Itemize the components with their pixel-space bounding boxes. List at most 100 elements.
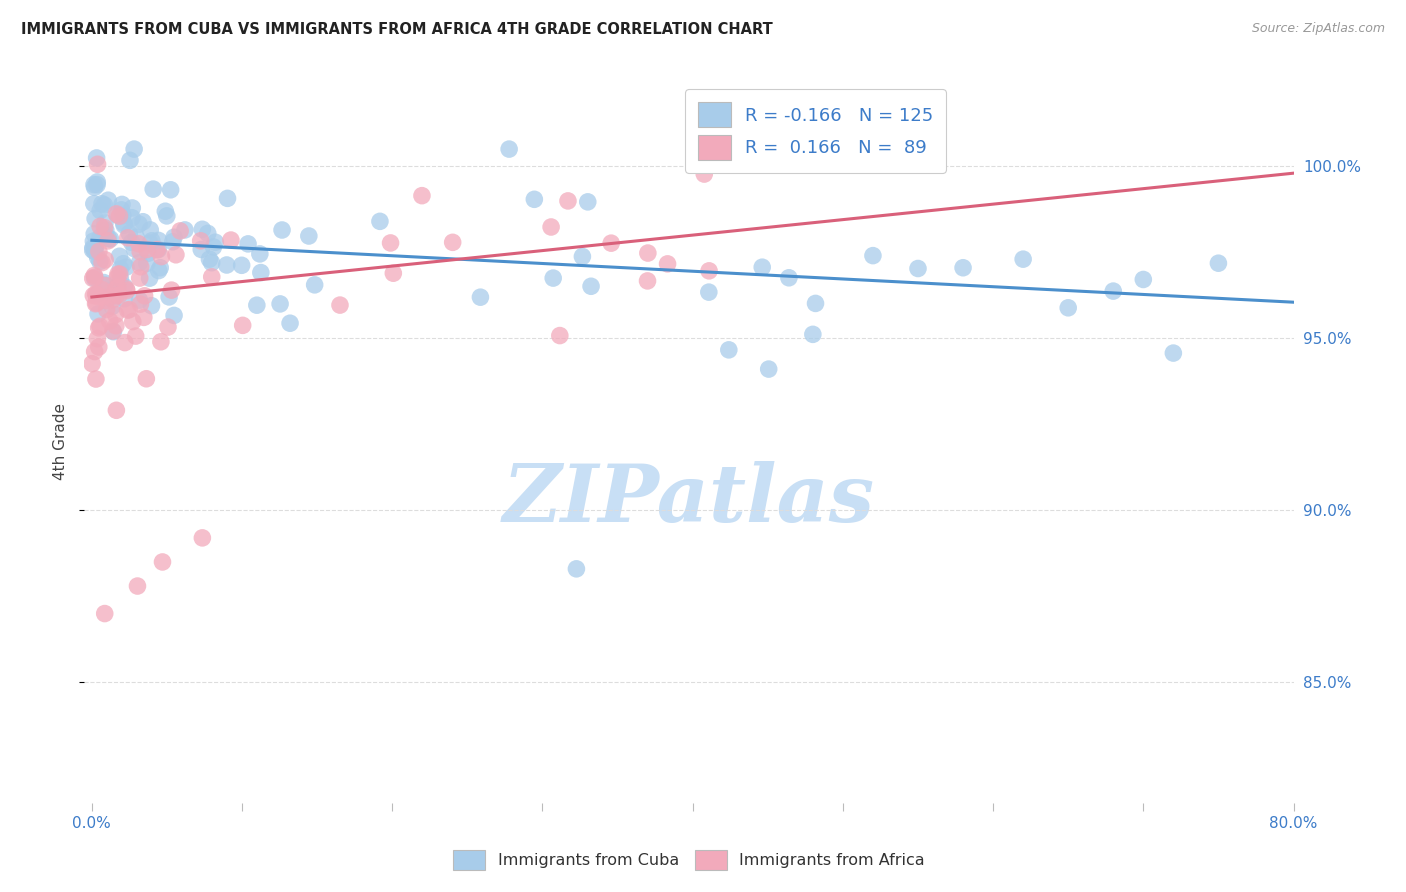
Point <box>83 196 105 211</box>
Point <box>89 230 111 244</box>
Point <box>576 194 599 209</box>
Point <box>201 269 224 284</box>
Point <box>112 257 135 271</box>
Point <box>118 153 141 168</box>
Point <box>557 194 579 208</box>
Point <box>128 236 150 251</box>
Point <box>190 243 212 257</box>
Point <box>104 318 127 333</box>
Point <box>128 255 150 269</box>
Point <box>93 198 115 212</box>
Point <box>368 214 391 228</box>
Point <box>548 328 571 343</box>
Point <box>93 607 115 621</box>
Point <box>1102 284 1125 298</box>
Point <box>380 235 402 250</box>
Point <box>83 271 105 285</box>
Point <box>115 260 138 275</box>
Point <box>128 271 150 285</box>
Point <box>110 271 132 285</box>
Point <box>600 236 623 251</box>
Point <box>108 249 131 263</box>
Point <box>83 178 105 192</box>
Point <box>121 235 143 250</box>
Point <box>107 267 129 281</box>
Point <box>717 343 740 357</box>
Point <box>104 308 127 322</box>
Point <box>139 236 162 251</box>
Point <box>100 284 122 298</box>
Point <box>83 244 105 259</box>
Point <box>84 287 107 301</box>
Point <box>382 266 405 280</box>
Point <box>165 248 187 262</box>
Point <box>94 223 117 237</box>
Point <box>87 244 110 259</box>
Point <box>83 270 105 285</box>
Point <box>89 203 111 218</box>
Point <box>149 334 172 349</box>
Point <box>278 316 301 330</box>
Point <box>697 285 720 300</box>
Point <box>101 324 124 338</box>
Point <box>637 274 659 288</box>
Point <box>86 151 108 165</box>
Point <box>540 219 562 234</box>
Point <box>523 192 546 206</box>
Point <box>197 227 219 241</box>
Point <box>112 279 135 293</box>
Point <box>86 175 108 189</box>
Point <box>1163 346 1185 360</box>
Point <box>108 209 131 223</box>
Point <box>778 270 800 285</box>
Point <box>174 223 197 237</box>
Point <box>80 357 103 371</box>
Point <box>201 256 224 270</box>
Point <box>246 298 269 312</box>
Point <box>128 217 150 231</box>
Point <box>94 252 117 267</box>
Point <box>121 315 143 329</box>
Point <box>148 263 170 277</box>
Point <box>215 258 238 272</box>
Point <box>148 233 170 247</box>
Point <box>1012 252 1035 267</box>
Point <box>129 260 152 274</box>
Point <box>112 218 135 232</box>
Point <box>91 255 114 269</box>
Point <box>124 242 146 256</box>
Point <box>96 293 118 308</box>
Point <box>198 252 221 267</box>
Point <box>129 297 152 311</box>
Point <box>110 202 132 217</box>
Point <box>84 241 107 255</box>
Point <box>84 372 107 386</box>
Point <box>304 277 326 292</box>
Point <box>162 235 184 249</box>
Text: Source: ZipAtlas.com: Source: ZipAtlas.com <box>1251 22 1385 36</box>
Point <box>163 230 186 244</box>
Point <box>97 234 120 248</box>
Point <box>160 283 183 297</box>
Point <box>907 261 929 276</box>
Point <box>1057 301 1080 315</box>
Point <box>135 372 157 386</box>
Point <box>87 321 110 335</box>
Point <box>157 290 180 304</box>
Point <box>105 403 128 417</box>
Point <box>565 562 588 576</box>
Point <box>86 296 108 310</box>
Point <box>89 319 111 334</box>
Point <box>89 219 111 234</box>
Point <box>132 310 155 325</box>
Point <box>657 257 679 271</box>
Point <box>94 227 117 242</box>
Point <box>148 243 170 257</box>
Y-axis label: 4th Grade: 4th Grade <box>52 403 67 480</box>
Point <box>94 278 117 293</box>
Point <box>155 204 177 219</box>
Point <box>101 293 124 307</box>
Point <box>470 290 492 304</box>
Point <box>86 289 108 303</box>
Point <box>231 258 253 272</box>
